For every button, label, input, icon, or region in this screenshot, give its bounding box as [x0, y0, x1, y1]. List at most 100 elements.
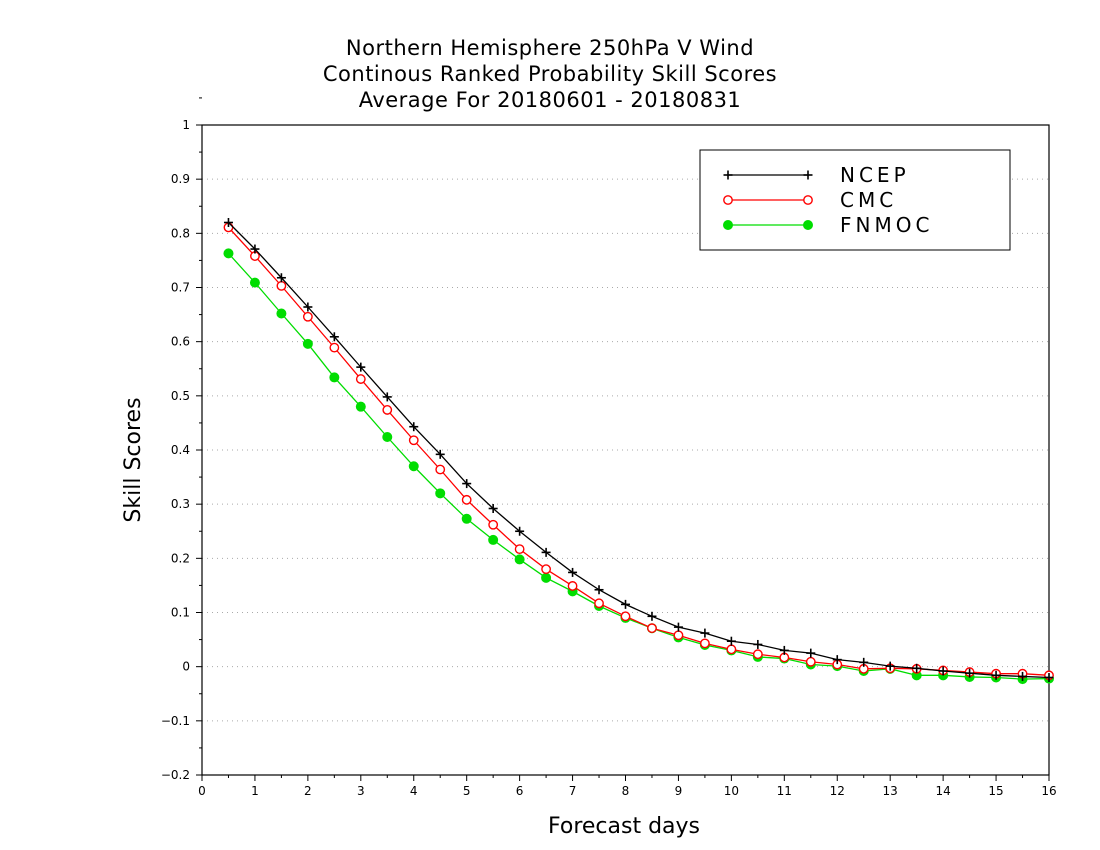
data-point-open-circle: [382, 405, 393, 415]
y-tick-label: 0: [182, 660, 190, 674]
x-tick-label: 1: [251, 784, 259, 798]
data-point-plus: [568, 567, 578, 577]
data-point-open-circle: [514, 544, 525, 555]
series-fnmoc: [223, 248, 1054, 685]
data-point-open-circle: [620, 611, 631, 622]
data-point-filled-circle: [249, 277, 260, 288]
data-point-plus: [329, 332, 339, 342]
data-point-open-circle: [803, 195, 813, 205]
data-point-open-circle: [673, 630, 684, 641]
data-point-plus: [803, 170, 813, 180]
y-tick-label: −0.2: [161, 768, 190, 782]
data-point-plus: [462, 479, 472, 489]
data-point-plus: [859, 657, 869, 667]
data-point-filled-circle: [803, 220, 813, 230]
legend-item-ncep: NCEP: [723, 163, 910, 187]
data-point-open-circle: [355, 374, 366, 384]
x-tick-label: 8: [622, 784, 630, 798]
data-point-plus: [965, 668, 975, 678]
x-tick-label: 4: [410, 784, 418, 798]
data-point-filled-circle: [514, 554, 525, 565]
data-point-plus: [488, 504, 498, 513]
data-point-filled-circle: [355, 401, 366, 412]
data-point-plus: [621, 599, 630, 609]
x-tick-label: 13: [883, 784, 898, 798]
series-line: [227, 252, 1050, 680]
y-tick-label: 0.7: [171, 281, 190, 295]
data-point-plus: [515, 526, 525, 536]
data-point-plus: [938, 666, 948, 676]
data-point-filled-circle: [461, 513, 472, 524]
series-ncep: [223, 218, 1054, 682]
data-point-open-circle: [723, 195, 733, 205]
x-tick-label: 7: [569, 784, 577, 798]
data-point-plus: [779, 645, 789, 655]
data-point-open-circle: [276, 280, 287, 291]
data-point-open-circle: [541, 564, 551, 575]
y-tick-label: 1: [182, 118, 190, 132]
y-tick-label: 0.1: [171, 606, 190, 620]
data-point-filled-circle: [382, 432, 393, 442]
series-cmc: [223, 222, 1054, 681]
x-tick-label: 11: [777, 784, 792, 798]
data-point-open-circle: [647, 623, 657, 634]
data-point-plus: [356, 362, 366, 372]
x-axis: 0 1 2 3 4 5 6 7 8 9 10 11 12 13 14 15 16: [198, 775, 1057, 798]
legend-label: NCEP: [840, 163, 910, 187]
data-point-filled-circle: [223, 248, 234, 259]
data-point-plus: [753, 639, 763, 649]
data-point-plus: [250, 244, 260, 254]
data-point-plus: [700, 628, 710, 638]
y-axis-title: Skill Scores: [121, 397, 146, 522]
data-point-plus: [885, 661, 895, 671]
data-point-open-circle: [805, 656, 816, 667]
data-point-plus: [382, 392, 392, 402]
data-point-plus: [726, 636, 736, 646]
y-tick-label: 0.9: [171, 172, 190, 186]
legend-item-cmc: CMC: [723, 188, 893, 212]
data-point-plus: [723, 170, 733, 180]
data-point-plus: [276, 273, 286, 283]
data-point-plus: [647, 611, 657, 621]
data-point-open-circle: [435, 464, 446, 475]
title-line-1: Northern Hemisphere 250hPa V Wind: [345, 36, 755, 60]
y-tick-label: 0.6: [171, 335, 190, 349]
data-point-plus: [409, 422, 419, 432]
data-point-plus: [912, 663, 922, 673]
data-point-open-circle: [408, 435, 419, 446]
x-tick-label: 6: [516, 784, 524, 798]
data-point-plus: [541, 547, 551, 557]
y-tick-label: 0.4: [171, 443, 190, 457]
data-point-plus: [1044, 673, 1054, 682]
data-point-filled-circle: [276, 308, 287, 319]
y-tick-label: 0.5: [171, 389, 190, 403]
data-point-open-circle: [594, 598, 604, 609]
data-point-plus: [303, 302, 313, 312]
series-layer: [223, 218, 1054, 685]
data-point-open-circle: [302, 311, 313, 322]
x-tick-label: 5: [463, 784, 471, 798]
data-point-plus: [1018, 671, 1028, 681]
x-tick-label: 10: [724, 784, 739, 798]
y-tick-label: 0.2: [171, 551, 190, 565]
data-point-filled-circle: [488, 534, 499, 545]
x-tick-label: 2: [304, 784, 312, 798]
data-point-open-circle: [329, 342, 340, 353]
x-tick-label: 9: [675, 784, 683, 798]
data-point-open-circle: [461, 494, 472, 505]
data-point-filled-circle: [329, 372, 340, 383]
data-point-open-circle: [752, 649, 763, 660]
data-point-plus: [223, 218, 233, 227]
y-axis: −0.2 −0.1 0 0.1 0.2 0.3 0.4 0.5 0.6 0.7 0.8 0.9 1: [161, 97, 202, 782]
x-tick-label: 14: [935, 784, 950, 798]
legend-label: FNMOC: [840, 213, 933, 237]
data-point-open-circle: [488, 519, 499, 530]
gridlines: [202, 178, 1049, 722]
data-point-plus: [594, 585, 604, 595]
data-point-filled-circle: [302, 338, 313, 349]
series-line: [228, 222, 1050, 679]
x-tick-label: 12: [830, 784, 845, 798]
y-tick-label: −0.1: [161, 714, 190, 728]
